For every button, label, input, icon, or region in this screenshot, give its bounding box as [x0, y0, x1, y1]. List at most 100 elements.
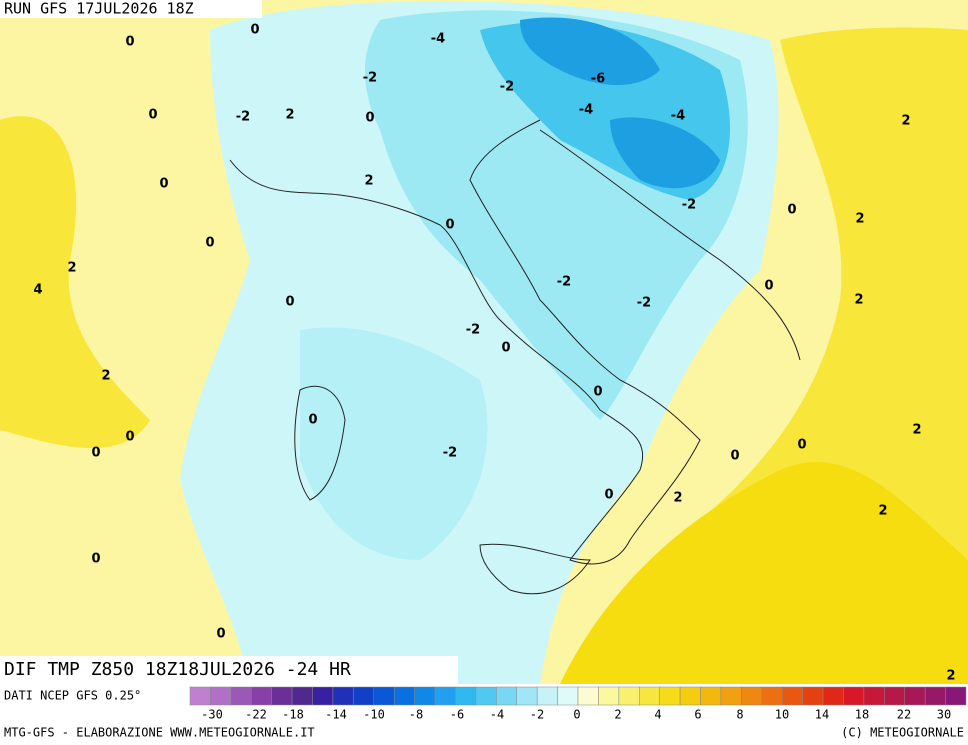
contour-label: 2	[67, 261, 76, 276]
copyright-text: (C) METEOGIORNALE	[841, 726, 964, 740]
contour-label: 2	[101, 369, 110, 384]
contour-label: 2	[673, 491, 682, 506]
contour-label: 0	[285, 295, 294, 310]
contour-label: 0	[125, 35, 134, 50]
colorbar-swatch	[210, 686, 232, 706]
contour-label: 0	[91, 446, 100, 461]
colorbar-label: -2	[530, 708, 544, 722]
contour-label: 2	[854, 293, 863, 308]
colorbar-swatch	[761, 686, 783, 706]
colorbar-label: 18	[855, 708, 869, 722]
colorbar-swatch	[414, 686, 436, 706]
colorbar-label: -4	[490, 708, 504, 722]
colorbar-swatch	[455, 686, 477, 706]
colorbar-swatch	[741, 686, 763, 706]
colorbar-label: -8	[409, 708, 423, 722]
colorbar-swatch	[884, 686, 905, 706]
contour-label: 0	[159, 177, 168, 192]
colorbar-swatch	[536, 686, 558, 706]
colorbar-swatch	[720, 686, 742, 706]
colorbar-swatch	[189, 686, 211, 706]
temperature-fields	[0, 0, 968, 684]
contour-label: -2	[466, 323, 480, 338]
colorbar-swatch	[353, 686, 375, 706]
colorbar-swatch	[557, 686, 579, 706]
colorbar-swatch	[516, 686, 538, 706]
colorbar-swatch	[679, 686, 701, 706]
colorbar-swatch	[822, 686, 844, 706]
colorbar-swatch	[393, 686, 415, 706]
contour-label: -4	[671, 109, 685, 124]
colorbar-swatch	[251, 686, 272, 706]
contour-label: 2	[901, 114, 910, 129]
contour-label: 0	[787, 203, 796, 218]
contour-label: 0	[205, 236, 214, 251]
colorbar-swatch	[945, 686, 967, 706]
colorbar-swatch	[577, 686, 599, 706]
contour-label: 0	[501, 341, 510, 356]
contour-label: -2	[557, 275, 571, 290]
contour-label: 0	[604, 488, 613, 503]
colorbar-swatch	[434, 686, 456, 706]
colorbar-swatch	[659, 686, 681, 706]
colorbar-label: 30	[937, 708, 951, 722]
run-title: RUN GFS 17JUL2026 18Z	[4, 0, 194, 18]
contour-label: 0	[250, 23, 259, 38]
colorbar-swatch	[291, 686, 313, 706]
field-box	[0, 656, 458, 684]
colorbar-swatch	[332, 686, 354, 706]
colorbar-label: 10	[775, 708, 789, 722]
colorbar-swatch	[271, 686, 293, 706]
colorbar-label: 2	[614, 708, 621, 722]
colorbar-swatch	[802, 686, 824, 706]
colorbar-label: 6	[694, 708, 701, 722]
colorbar-label: -6	[450, 708, 464, 722]
credit-text: MTG-GFS - ELABORAZIONE WWW.METEOGIORNALE…	[4, 726, 315, 740]
contour-label: -4	[579, 103, 593, 118]
contour-label: 0	[91, 552, 100, 567]
colorbar-label: -18	[282, 708, 304, 722]
contour-label: 0	[365, 111, 374, 126]
colorbar-swatch	[904, 686, 926, 706]
colorbar-label: 0	[573, 708, 580, 722]
contour-label: 2	[855, 212, 864, 227]
colorbar-swatch	[618, 686, 640, 706]
colorbar-swatch	[781, 686, 803, 706]
contour-label: 2	[364, 174, 373, 189]
colorbar-label: 22	[897, 708, 911, 722]
colorbar-swatch	[639, 686, 660, 706]
colorbar-swatch	[230, 686, 252, 706]
contour-label: 4	[33, 283, 42, 298]
contour-label: -2	[682, 198, 696, 213]
contour-label: 2	[285, 108, 294, 123]
header-box	[0, 0, 262, 18]
contour-label: -6	[591, 72, 605, 87]
contour-label: 0	[593, 385, 602, 400]
contour-label: -2	[363, 71, 377, 86]
colorbar-swatch	[598, 686, 620, 706]
contour-label: -4	[431, 32, 445, 47]
contour-label: 2	[878, 504, 887, 519]
colorbar-label: -30	[201, 708, 223, 722]
contour-label: 0	[308, 413, 317, 428]
colorbar-swatch	[475, 686, 497, 706]
contour-label: 0	[445, 218, 454, 233]
contour-label: 2	[946, 669, 955, 684]
colorbar-swatch	[843, 686, 865, 706]
colorbar-label: 8	[736, 708, 743, 722]
colorbar-label: -10	[363, 708, 385, 722]
colorbar: -30 -22 -18 -14 -10 -8 -6 -4 -2 0 2 4 6 8 10 14 18 22 30	[189, 686, 967, 722]
colorbar-swatch	[373, 686, 395, 706]
contour-label: 0	[216, 627, 225, 642]
contour-label: 0	[125, 430, 134, 445]
contour-label: 0	[797, 438, 806, 453]
colorbar-label: -22	[245, 708, 267, 722]
colorbar-label: 4	[654, 708, 661, 722]
contour-label: -2	[637, 296, 651, 311]
colorbar-label: -14	[325, 708, 347, 722]
contour-label: 0	[764, 279, 773, 294]
field-title: DIF TMP Z850 18Z18JUL2026 -24 HR	[4, 659, 351, 680]
colorbar-swatch	[924, 686, 946, 706]
coastlines	[229, 119, 801, 595]
